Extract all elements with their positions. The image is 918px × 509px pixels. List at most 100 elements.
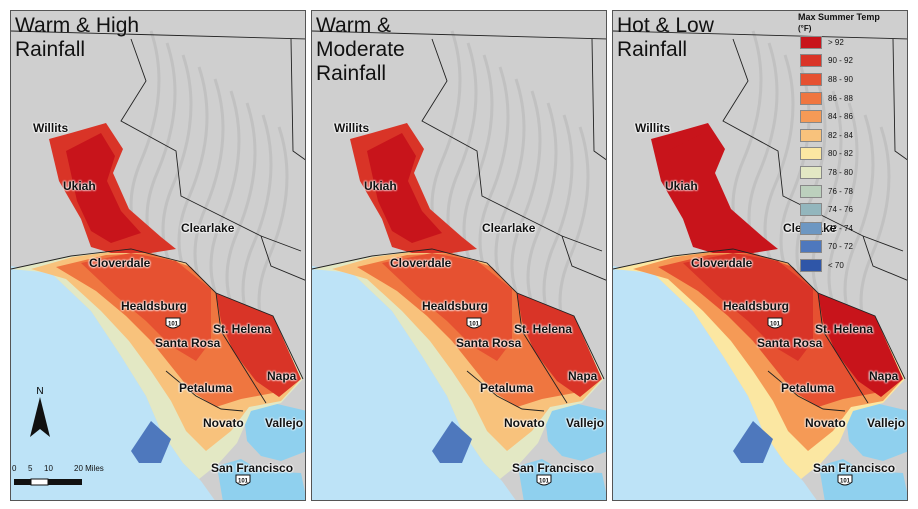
city-label-clearlake: Clearlake	[181, 221, 235, 235]
legend-label: 76 - 78	[828, 186, 853, 196]
bay	[845, 403, 907, 461]
city-label-willits: Willits	[33, 121, 69, 135]
legend-swatch	[800, 221, 822, 235]
shield-outline	[767, 317, 783, 329]
city-label-novato: Novato	[203, 416, 244, 430]
county-boundary	[421, 38, 603, 252]
shield-outline	[466, 317, 482, 329]
city-label-cloverdale: Cloverdale	[691, 256, 753, 270]
legend-swatch	[800, 240, 822, 254]
legend-item: 80 - 82	[790, 145, 908, 164]
city-label-cloverdale: Cloverdale	[390, 256, 452, 270]
bay	[243, 403, 305, 461]
legend-label: 90 - 92	[828, 56, 853, 66]
legend-item: > 92	[790, 33, 908, 52]
city-label-santa-rosa: Santa Rosa	[155, 336, 221, 350]
legend-unit: (°F)	[798, 24, 812, 33]
city-label-santa-rosa: Santa Rosa	[456, 336, 522, 350]
county-boundary	[892, 38, 907, 161]
temp-zone-inland-peak	[367, 133, 442, 243]
county-boundary	[215, 292, 267, 404]
shield-number: 101	[168, 322, 179, 328]
highway-101-shield-icon: 101	[235, 474, 251, 486]
legend-item: 76 - 78	[790, 182, 908, 201]
legend-swatch	[800, 110, 822, 124]
legend-label: 70 - 72	[828, 242, 853, 252]
legend-label: < 70	[828, 260, 844, 270]
legend-swatch	[800, 203, 822, 217]
city-label-willits: Willits	[635, 121, 671, 135]
city-label-healdsburg: Healdsburg	[422, 299, 489, 313]
highway-101-shield-icon: 101	[767, 317, 783, 329]
legend-label: 72 - 74	[828, 223, 853, 233]
bay-south	[819, 459, 907, 500]
point-reyes	[432, 421, 472, 463]
map-panel-warm-high-rainfall: Warm & High Rainfall Willits Ukiah Clearla…	[10, 10, 306, 501]
temp-zone-hot	[81, 253, 211, 361]
city-label-novato: Novato	[805, 416, 846, 430]
legend-item: < 70	[790, 256, 908, 275]
city-label-healdsburg: Healdsburg	[723, 299, 790, 313]
legend-item: 90 - 92	[790, 52, 908, 71]
bay-south	[518, 459, 606, 500]
city-label-san-francisco: San Francisco	[512, 461, 595, 475]
legend-label: 86 - 88	[828, 93, 853, 103]
scale-tick-5: 5	[28, 464, 33, 473]
county-boundary	[165, 370, 244, 412]
city-label-ukiah: Ukiah	[63, 179, 96, 193]
temp-zone-inland-peak	[66, 133, 141, 243]
highway-101-shield-icon: 101	[837, 474, 853, 486]
temp-zone-hot	[683, 253, 813, 361]
county-boundary	[561, 235, 606, 281]
city-label-st-helena: St. Helena	[514, 322, 573, 336]
city-label-petaluma: Petaluma	[781, 381, 835, 395]
city-label-napa: Napa	[869, 369, 899, 383]
legend-swatch	[800, 128, 822, 142]
map-panel-warm-moderate-rainfall: Warm & Moderate Rainfall Willits Ukiah Cle…	[311, 10, 607, 501]
shield-number: 101	[469, 322, 480, 328]
map-canvas	[11, 11, 305, 500]
county-boundary	[290, 38, 305, 161]
legend-swatch	[800, 91, 822, 105]
city-label-vallejo: Vallejo	[867, 416, 906, 430]
scale-tick-20: 20 Miles	[74, 464, 104, 473]
point-reyes	[733, 421, 773, 463]
county-boundary	[722, 38, 904, 252]
legend-item: 78 - 80	[790, 163, 908, 182]
legend-item: 84 - 86	[790, 107, 908, 126]
temp-zone-napa	[517, 293, 602, 397]
highway-101-shield-icon: 101	[466, 317, 482, 329]
legend-swatch	[800, 147, 822, 161]
north-label: N	[36, 386, 44, 397]
city-label-santa-rosa: Santa Rosa	[757, 336, 823, 350]
north-arrow-icon	[30, 397, 50, 437]
city-label-ukiah: Ukiah	[665, 179, 698, 193]
county-boundary	[862, 235, 907, 281]
legend-item: 70 - 72	[790, 238, 908, 257]
legend-label: 84 - 86	[828, 112, 853, 122]
legend-label: 74 - 76	[828, 205, 853, 215]
city-label-healdsburg: Healdsburg	[121, 299, 188, 313]
city-label-ukiah: Ukiah	[364, 179, 397, 193]
scale-tick-10: 10	[44, 464, 53, 473]
city-label-petaluma: Petaluma	[480, 381, 534, 395]
legend-item: 88 - 90	[790, 70, 908, 89]
city-label-napa: Napa	[568, 369, 598, 383]
county-boundary	[591, 38, 606, 161]
county-boundary	[516, 292, 568, 404]
temp-zone-napa	[818, 293, 903, 397]
legend-swatch	[800, 165, 822, 179]
temp-zone-inland-peak	[668, 133, 743, 243]
county-boundary	[466, 370, 545, 412]
panel-title: Warm & High Rainfall	[15, 14, 140, 61]
city-label-st-helena: St. Helena	[213, 322, 272, 336]
city-label-san-francisco: San Francisco	[211, 461, 294, 475]
city-label-san-francisco: San Francisco	[813, 461, 896, 475]
scale-bar-graphic	[14, 478, 82, 486]
city-label-st-helena: St. Helena	[815, 322, 874, 336]
shield-outline	[235, 474, 251, 486]
legend-title: Max Summer Temp	[798, 12, 880, 22]
map-canvas	[312, 11, 606, 500]
highway-101-shield-icon: 101	[165, 317, 181, 329]
north-arrow: N	[30, 386, 50, 442]
